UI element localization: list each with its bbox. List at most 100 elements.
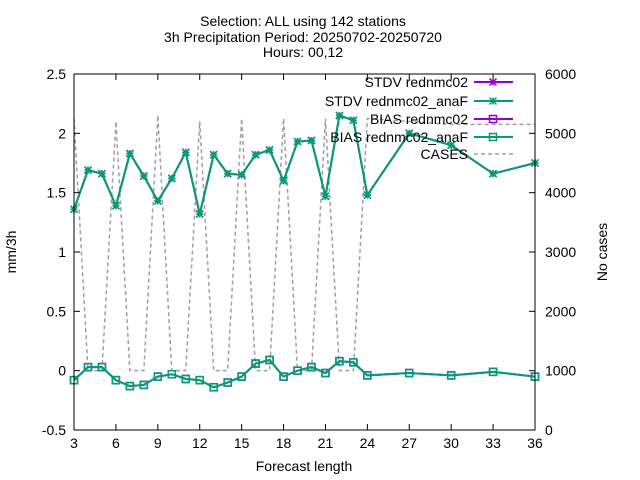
series-line [73, 358, 536, 389]
data-point-star [349, 116, 358, 125]
data-point-star [195, 209, 204, 219]
y2-tick-label: 2000 [545, 303, 576, 319]
legend-marker-star [488, 77, 498, 87]
data-point-square [209, 383, 218, 392]
chart-titles: Selection: ALL using 142 stations 3h Pre… [164, 13, 442, 60]
data-point-star [139, 172, 148, 181]
data-point-square [125, 381, 135, 391]
data-point-square [111, 375, 121, 385]
x-tick-label: 27 [401, 435, 417, 451]
legend-label: BIAS rednmc02 [370, 111, 468, 127]
data-point-star [223, 169, 232, 178]
legend-label: BIAS rednmc02_anaF [330, 129, 468, 145]
legend-entry: CASES [421, 146, 513, 162]
data-point-star [335, 111, 344, 120]
legend-label: STDV rednmc02_anaF [325, 93, 468, 109]
data-point-square [321, 368, 330, 378]
data-point-star [307, 136, 316, 145]
chart-title-line-1: Selection: ALL using 142 stations [200, 13, 406, 29]
data-point-square [97, 362, 107, 372]
legend-entry: STDV rednmc02_anaF [325, 93, 513, 109]
x-axis-label: Forecast length [256, 458, 353, 474]
legend-marker-star [488, 96, 498, 106]
data-point-square [237, 372, 246, 381]
legend-label: CASES [421, 146, 468, 162]
series-cases [73, 115, 535, 372]
data-point-square [335, 356, 344, 366]
chart-title-line-3: Hours: 00,12 [263, 44, 343, 60]
data-point-star [209, 150, 218, 159]
data-point-square [279, 372, 288, 381]
series-stdv-rednmc02-anaf [69, 111, 540, 219]
data-point-square [153, 372, 163, 381]
series-line [73, 114, 536, 215]
data-point-star [293, 137, 302, 146]
data-point-square [167, 369, 177, 379]
legend-marker-square [488, 114, 498, 124]
data-point-square [488, 367, 498, 377]
data-point-star [251, 150, 260, 159]
data-point-square [265, 355, 274, 365]
x-tick-label: 3 [70, 435, 78, 451]
data-point-star [237, 170, 246, 179]
x-tick-label: 33 [485, 435, 501, 451]
data-point-star [447, 141, 456, 150]
data-point-square [251, 359, 260, 368]
data-point-star [279, 176, 288, 185]
y-axis-label: mm/3h [3, 231, 19, 274]
y2-tick-label: 4000 [545, 185, 576, 201]
x-tick-label: 12 [192, 435, 208, 451]
data-point-square [181, 374, 191, 384]
y-tick-label: 0 [58, 363, 66, 379]
data-point-star [405, 129, 414, 138]
x-tick-label: 21 [318, 435, 334, 451]
plot-area-frame [73, 73, 536, 431]
y2-tick-label: 3000 [545, 244, 576, 260]
y2-tick-label: 1000 [545, 363, 576, 379]
series-layer [69, 111, 540, 392]
data-point-star [489, 169, 498, 178]
legend-entry: BIAS rednmc02_anaF [330, 129, 513, 145]
series-stdv-rednmc02 [69, 111, 540, 219]
data-point-star [167, 174, 176, 183]
x-tick-label: 24 [360, 435, 376, 451]
y-tick-label: 2 [58, 125, 66, 141]
y2-tick-label: 0 [545, 422, 553, 438]
y-tick-label: 0.5 [47, 303, 67, 319]
y2-tick-label: 6000 [545, 66, 576, 82]
data-point-square [293, 366, 302, 375]
data-point-star [83, 166, 93, 175]
data-point-square [83, 362, 93, 372]
legend: STDV rednmc02 STDV rednmc02_anaF BIAS redn… [325, 74, 513, 162]
data-point-star [181, 148, 190, 157]
data-point-square [223, 378, 232, 387]
data-point-star [153, 196, 162, 206]
data-point-star [97, 169, 106, 178]
y-tick-label: 2.5 [47, 66, 67, 82]
data-point-square [363, 371, 372, 380]
x-tick-label: 15 [234, 435, 250, 451]
data-point-star [321, 192, 330, 201]
y2-axis-label: No cases [594, 223, 610, 281]
legend-marker-square [488, 132, 498, 142]
y-tick-label: -0.5 [42, 422, 66, 438]
legend-entry: STDV rednmc02 [365, 74, 513, 90]
series-bias-rednmc02-anaf [69, 355, 540, 392]
data-point-square [139, 380, 149, 390]
data-point-star [265, 145, 274, 154]
y2-tick-label: 5000 [545, 125, 576, 141]
legend-label: STDV rednmc02 [365, 74, 469, 90]
data-point-square [349, 358, 358, 367]
x-tick-label: 36 [527, 435, 543, 451]
x-tick-label: 18 [276, 435, 292, 451]
axes-layer: 3 6 9 12 15 18 21 24 27 30 33 36-0.500.511.522.5010… [42, 66, 576, 451]
data-point-square [446, 371, 456, 380]
legend-entry: BIAS rednmc02 [370, 111, 513, 127]
data-point-star [125, 149, 134, 158]
series-line [73, 115, 535, 372]
x-tick-label: 30 [443, 435, 459, 451]
data-point-square [405, 368, 414, 378]
data-point-star [363, 191, 372, 200]
x-tick-label: 6 [112, 435, 120, 451]
